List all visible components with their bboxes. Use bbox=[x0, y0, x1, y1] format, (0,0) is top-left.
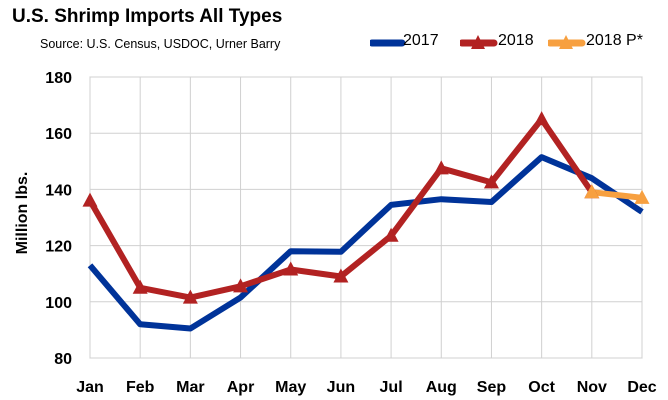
y-tick-label: 80 bbox=[54, 351, 72, 368]
data-point-marker bbox=[283, 261, 299, 276]
x-tick-label: Jul bbox=[380, 379, 403, 396]
x-tick-label: Dec bbox=[627, 379, 656, 396]
legend: 2017 2018 2018 P* bbox=[0, 30, 668, 54]
x-tick-label: Aug bbox=[426, 379, 457, 396]
data-point-marker bbox=[182, 289, 198, 304]
legend-swatch-2017 bbox=[370, 39, 406, 47]
x-tick-label: Apr bbox=[227, 379, 255, 396]
legend-swatch-2018 bbox=[460, 35, 498, 49]
series-line-2017 bbox=[87, 154, 644, 332]
x-tick-label: Oct bbox=[528, 379, 555, 396]
legend-swatch-2018p bbox=[548, 35, 586, 49]
data-point-marker bbox=[433, 160, 449, 175]
x-tick-label: Jan bbox=[76, 379, 104, 396]
x-tick-label: Jun bbox=[327, 379, 355, 396]
x-tick-label: Mar bbox=[176, 379, 204, 396]
data-point-marker bbox=[82, 192, 98, 207]
y-tick-label: 160 bbox=[45, 126, 72, 143]
y-tick-label: 120 bbox=[45, 239, 72, 256]
data-point-marker bbox=[233, 278, 249, 293]
data-point-marker bbox=[634, 189, 650, 204]
x-tick-label: Nov bbox=[577, 379, 607, 396]
x-tick-label: May bbox=[275, 379, 306, 396]
x-tick-label: Feb bbox=[126, 379, 155, 396]
data-point-marker bbox=[584, 184, 600, 199]
legend-label-2017: 2017 bbox=[403, 32, 439, 49]
y-tick-label: 180 bbox=[45, 70, 72, 87]
y-tick-label: 140 bbox=[45, 182, 72, 199]
legend-label-2018p: 2018 P* bbox=[586, 32, 643, 49]
data-point-marker bbox=[483, 174, 499, 189]
chart-title: U.S. Shrimp Imports All Types bbox=[12, 6, 283, 27]
data-point-marker bbox=[383, 227, 399, 242]
x-tick-label: Sep bbox=[477, 379, 507, 396]
y-tick-label: 100 bbox=[45, 295, 72, 312]
data-point-marker bbox=[333, 268, 349, 283]
plot-area bbox=[89, 76, 643, 359]
data-point-marker bbox=[534, 111, 550, 126]
legend-label-2018: 2018 bbox=[498, 32, 534, 49]
data-point-marker bbox=[132, 279, 148, 294]
series-line-2018-P- bbox=[591, 189, 643, 201]
chart-subtitle: Source: U.S. Census, USDOC, Urner Barry bbox=[40, 37, 281, 51]
